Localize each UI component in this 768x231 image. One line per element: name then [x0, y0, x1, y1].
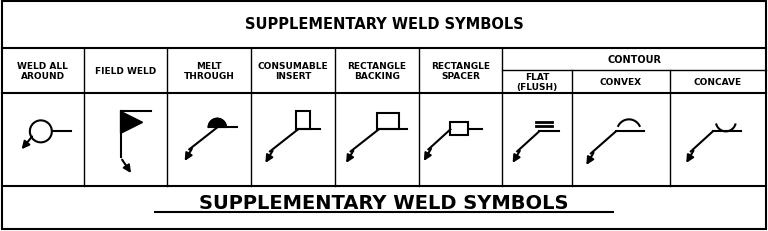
- Text: CONSUMABLE
INSERT: CONSUMABLE INSERT: [258, 61, 328, 81]
- Text: CONCAVE: CONCAVE: [694, 78, 742, 86]
- Text: SUPPLEMENTARY WELD SYMBOLS: SUPPLEMENTARY WELD SYMBOLS: [245, 17, 523, 32]
- Bar: [377, 114, 399, 130]
- Text: SUPPLEMENTARY WELD SYMBOLS: SUPPLEMENTARY WELD SYMBOLS: [199, 193, 569, 212]
- Text: FIELD WELD: FIELD WELD: [95, 67, 156, 76]
- Bar: [296, 112, 310, 130]
- Text: MELT
THROUGH: MELT THROUGH: [184, 61, 235, 81]
- Text: CONVEX: CONVEX: [600, 78, 642, 86]
- Text: RECTANGLE
BACKING: RECTANGLE BACKING: [347, 61, 406, 81]
- Polygon shape: [121, 112, 143, 134]
- Text: CONTOUR: CONTOUR: [607, 55, 661, 64]
- Text: FLAT
(FLUSH): FLAT (FLUSH): [517, 72, 558, 92]
- Text: RECTANGLE
SPACER: RECTANGLE SPACER: [431, 61, 490, 81]
- Polygon shape: [208, 119, 227, 128]
- Bar: [450, 123, 468, 136]
- Text: WELD ALL
AROUND: WELD ALL AROUND: [18, 61, 68, 81]
